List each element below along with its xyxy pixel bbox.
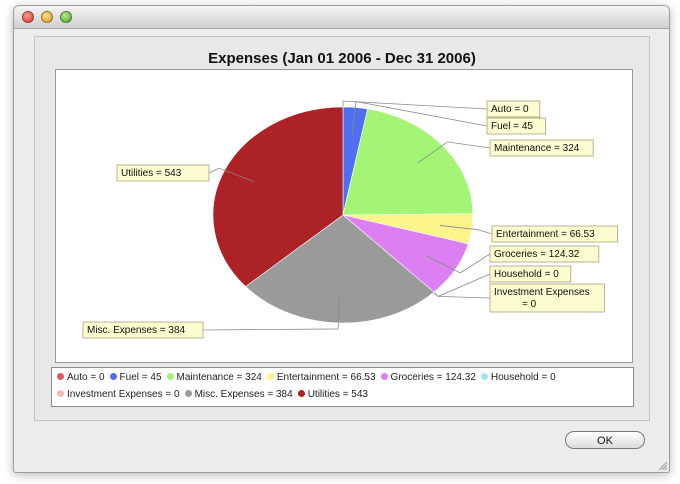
legend-item: Misc. Expenses = 384 bbox=[184, 389, 293, 400]
legend-item: Household = 0 bbox=[480, 372, 556, 383]
legend-swatch bbox=[480, 373, 488, 380]
slice-leader-line bbox=[417, 141, 491, 164]
chart-title: Expenses (Jan 01 2006 - Dec 31 2006) bbox=[208, 50, 476, 67]
legend-swatch bbox=[57, 390, 64, 397]
legend-swatch bbox=[297, 390, 305, 397]
slice-label-box bbox=[491, 225, 618, 243]
slice-label-box bbox=[486, 117, 546, 135]
slice-leader-line bbox=[202, 295, 340, 331]
pie-slice-maintenance bbox=[342, 108, 474, 216]
slice-label: Groceries = 124.32 bbox=[494, 249, 580, 260]
slice-label-box bbox=[489, 283, 605, 313]
legend-label: Maintenance = 324 bbox=[176, 372, 262, 383]
legend-item: Auto = 0 bbox=[57, 372, 105, 383]
dialog-window: Expenses (Jan 01 2006 - Dec 31 2006) Aut… bbox=[13, 5, 670, 473]
legend-label: Fuel = 45 bbox=[119, 372, 162, 383]
legend-label: Household = 0 bbox=[490, 372, 556, 383]
legend-swatch bbox=[166, 373, 174, 380]
slice-leader-line bbox=[426, 253, 491, 274]
title-bar bbox=[14, 6, 669, 29]
legend-swatch bbox=[57, 373, 64, 380]
legend-swatch bbox=[380, 373, 388, 380]
legend-swatch bbox=[266, 373, 274, 380]
legend-label: Auto = 0 bbox=[67, 372, 105, 383]
slice-label: Household = 0 bbox=[494, 269, 559, 280]
slice-label-box bbox=[82, 321, 204, 339]
legend-label: Entertainment = 66.53 bbox=[276, 372, 376, 383]
legend-item: Entertainment = 66.53 bbox=[266, 372, 376, 383]
legend-label: Misc. Expenses = 384 bbox=[194, 389, 293, 400]
slice-label-box bbox=[489, 265, 572, 283]
slice-leader-line bbox=[439, 225, 493, 235]
legend-item: Investment Expenses = 0 bbox=[57, 389, 180, 400]
slice-label: Auto = 0 bbox=[491, 104, 529, 115]
legend-label: Groceries = 124.32 bbox=[390, 372, 476, 383]
legend-label: Investment Expenses = 0 bbox=[67, 389, 180, 400]
resize-grip-icon[interactable] bbox=[657, 460, 667, 470]
pie-chart: Auto = 0 Fuel = 45 Maintenance = 324 Entert… bbox=[82, 100, 618, 339]
slice-label-box bbox=[116, 164, 210, 182]
slice-label: Utilities = 543 bbox=[121, 168, 182, 179]
legend-row: Investment Expenses = 0 Misc. Expenses = … bbox=[57, 389, 373, 400]
legend-item: Maintenance = 324 bbox=[166, 372, 262, 383]
zoom-icon[interactable] bbox=[60, 11, 72, 23]
close-icon[interactable] bbox=[22, 11, 34, 23]
ok-button[interactable]: OK bbox=[565, 431, 645, 449]
slice-label: Investment Expenses = 0 bbox=[494, 287, 590, 310]
slice-label-box bbox=[489, 245, 600, 263]
legend-swatch bbox=[109, 373, 117, 380]
legend-swatch bbox=[184, 390, 192, 397]
slice-label-box bbox=[486, 100, 541, 118]
slice-label: Maintenance = 324 bbox=[494, 143, 580, 154]
slice-label: Entertainment = 66.53 bbox=[496, 229, 595, 240]
legend-row: Auto = 0 Fuel = 45 Maintenance = 324 Entert… bbox=[57, 372, 561, 383]
chart-legend: Auto = 0 Fuel = 45 Maintenance = 324 Entert… bbox=[51, 367, 634, 407]
minimize-icon[interactable] bbox=[41, 11, 53, 23]
legend-item: Fuel = 45 bbox=[109, 372, 162, 383]
legend-label: Utilities = 543 bbox=[307, 389, 368, 400]
plot-area: Auto = 0 Fuel = 45 Maintenance = 324 Entert… bbox=[55, 69, 633, 363]
slice-label: Fuel = 45 bbox=[491, 121, 533, 132]
slice-label: Misc. Expenses = 384 bbox=[87, 325, 186, 336]
chart-panel: Expenses (Jan 01 2006 - Dec 31 2006) Aut… bbox=[34, 36, 650, 421]
legend-item: Groceries = 124.32 bbox=[380, 372, 476, 383]
slice-label-box bbox=[489, 139, 594, 157]
slice-leader-line bbox=[351, 101, 488, 135]
legend-item: Utilities = 543 bbox=[297, 389, 368, 400]
slice-leader-line bbox=[208, 167, 255, 183]
